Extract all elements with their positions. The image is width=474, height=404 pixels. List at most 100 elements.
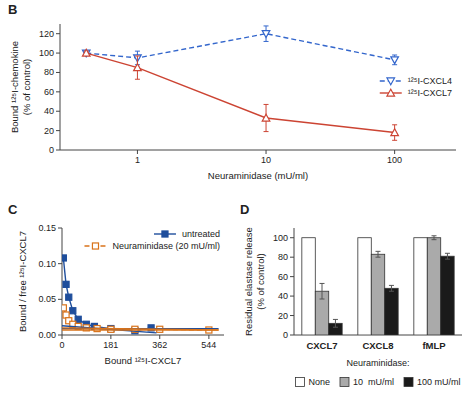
y-tick xyxy=(58,299,62,300)
marker xyxy=(66,294,72,300)
x-tick xyxy=(266,150,267,154)
y-tick-label: 0 xyxy=(49,145,54,155)
marker xyxy=(82,49,90,56)
marker xyxy=(262,31,270,38)
y-tick xyxy=(290,315,294,316)
y-tick xyxy=(290,276,294,277)
y-tick xyxy=(290,237,294,238)
y-tick-label: 100 xyxy=(39,48,54,58)
marker xyxy=(63,281,69,287)
x-tick-label: CXCL7 xyxy=(306,340,337,351)
y-axis-label-line: Bound ¹²⁵I-chemokine xyxy=(9,41,20,133)
panel-title: B xyxy=(8,2,17,17)
legend-title: Neuraminidase: xyxy=(346,358,409,368)
y-axis-line xyxy=(62,228,63,335)
panel: 0 20 40 60 80 100 120 Bound ¹²⁵I-chemokine(% of… xyxy=(8,2,456,181)
series-line xyxy=(86,34,394,60)
panel: 0 20 40 60 80 100 Residual elastase release(% … xyxy=(240,202,462,387)
series-line xyxy=(62,328,219,329)
legend: ¹²⁵I-CXCL4 ¹²⁵I-CXCL7 xyxy=(380,76,452,98)
x-tick-label: 181 xyxy=(103,340,118,350)
y-tick xyxy=(290,257,294,258)
plot-area xyxy=(302,236,454,335)
y-tick xyxy=(56,72,60,73)
marker xyxy=(391,57,399,64)
series-line xyxy=(86,53,394,132)
y-tick-label: 0.05 xyxy=(38,294,56,304)
y-axis-label-line: (% of control) xyxy=(20,59,31,116)
legend: Neuraminidase:None10 mU/ml100 mU/ml xyxy=(295,358,460,387)
error-bar xyxy=(376,251,381,257)
legend-label: 100 mU/ml xyxy=(417,377,461,387)
figure: 020406080100120Bound ¹²⁵I-chemokine(% of… xyxy=(0,0,474,404)
marker xyxy=(391,129,399,136)
panel-title: D xyxy=(240,202,249,217)
x-tick-label: fMLP xyxy=(422,340,446,351)
y-tick xyxy=(58,335,62,336)
series-line xyxy=(62,328,219,330)
y-tick-label: 120 xyxy=(39,29,54,39)
x-axis-line xyxy=(62,335,224,336)
y-tick-label: 0.10 xyxy=(38,259,56,269)
y-tick-label: 60 xyxy=(44,87,54,97)
y-axis-label: Residual elastase release(% of control) xyxy=(243,227,265,336)
x-tick-label: 544 xyxy=(201,340,216,350)
bar xyxy=(414,238,427,335)
y-tick xyxy=(58,263,62,264)
y-tick-label: 60 xyxy=(278,272,288,282)
y-tick-label: 40 xyxy=(278,291,288,301)
x-axis-label: Neuraminidase (mU/ml) xyxy=(208,170,308,181)
y-tick xyxy=(56,130,60,131)
panel-title: C xyxy=(8,202,18,217)
x-tick-label: 362 xyxy=(152,340,167,350)
x-tick-label: 100 xyxy=(387,155,402,165)
marker xyxy=(134,64,142,71)
y-tick-label: 100 xyxy=(273,233,288,243)
y-tick-label: 0 xyxy=(283,330,288,340)
x-axis-line xyxy=(60,150,456,151)
x-tick xyxy=(137,150,138,154)
y-tick xyxy=(58,228,62,229)
bar xyxy=(427,238,440,335)
marker xyxy=(387,89,395,96)
bar xyxy=(371,254,384,335)
bar xyxy=(302,238,315,335)
bar xyxy=(358,238,371,335)
bar xyxy=(385,288,398,335)
marker xyxy=(82,50,90,57)
marker xyxy=(387,78,395,85)
y-tick xyxy=(56,91,60,92)
marker xyxy=(70,308,76,314)
legend-label: ¹²⁵I-CXCL7 xyxy=(408,88,452,98)
y-axis-label-line: Residual elastase release xyxy=(243,227,254,336)
y-tick-label: 80 xyxy=(44,67,54,77)
y-tick xyxy=(56,150,60,151)
x-tick-label: 10 xyxy=(261,155,271,165)
error-bar xyxy=(333,319,338,327)
y-axis-label-line: (% of control) xyxy=(254,253,265,310)
series-line xyxy=(63,258,151,331)
y-tick-label: 40 xyxy=(44,106,54,116)
y-tick-label: 20 xyxy=(278,311,288,321)
legend-label: ¹²⁵I-CXCL4 xyxy=(408,76,452,86)
panel: 0.000.050.100.15Bound / free ¹²⁵I-CXCL7C… xyxy=(8,202,224,366)
y-tick xyxy=(56,111,60,112)
x-tick-label: 0 xyxy=(59,340,64,350)
y-tick-label: 0.00 xyxy=(38,330,56,340)
x-tick-label: 1 xyxy=(135,155,140,165)
marker xyxy=(262,114,270,121)
y-tick-label: 80 xyxy=(278,252,288,262)
x-tick xyxy=(159,335,160,339)
x-tick xyxy=(110,335,111,339)
legend-swatch xyxy=(340,378,349,387)
y-axis-label: Bound / free ¹²⁵I-CXCL7 xyxy=(17,231,28,332)
y-axis-line xyxy=(294,228,295,335)
error-bar xyxy=(320,283,325,299)
legend-label: None xyxy=(308,377,330,387)
y-tick xyxy=(56,53,60,54)
marker xyxy=(62,305,66,311)
y-tick xyxy=(290,335,294,336)
x-tick xyxy=(62,335,63,339)
y-tick-label: 20 xyxy=(44,126,54,136)
marker xyxy=(62,255,66,261)
